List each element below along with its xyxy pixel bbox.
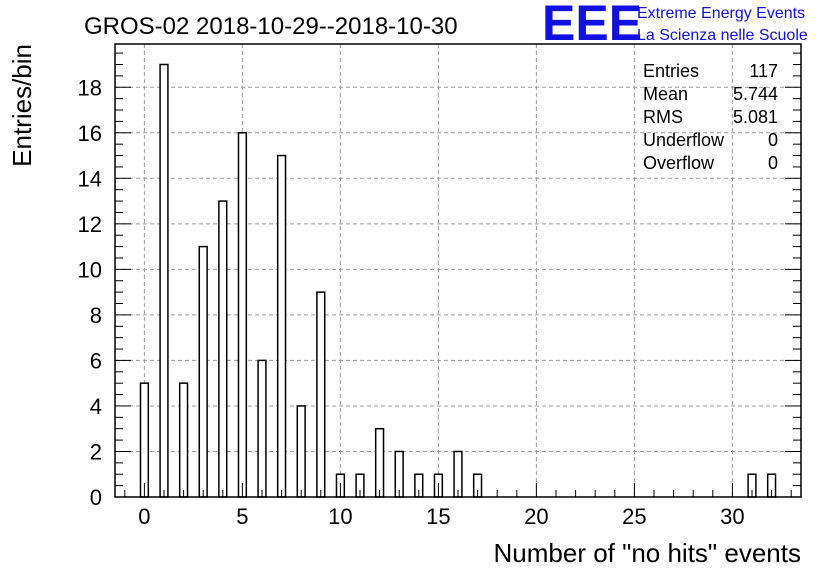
- histogram-bar: [159, 63, 169, 498]
- histogram-bar: [257, 359, 267, 498]
- stats-box: Entries 117 Mean 5.744 RMS 5.081 Underflow 0 Ove…: [643, 61, 778, 173]
- stat-label: Entries: [643, 61, 699, 81]
- x-tick-label: 25: [622, 504, 646, 529]
- y-axis-label: Entries/bin: [7, 44, 37, 167]
- grid-lines: [115, 44, 801, 497]
- stat-value: 0: [768, 130, 778, 150]
- stat-label: Underflow: [643, 130, 725, 150]
- y-axis-ticks: 0 2 4 6 8 10 12 14 16 18: [78, 52, 801, 510]
- logo-line-2: La Scienza nelle Scuole: [637, 27, 808, 44]
- x-tick-label: 0: [138, 504, 150, 529]
- x-axis-label: Number of "no hits" events: [494, 538, 802, 568]
- histogram-bar: [218, 200, 228, 498]
- histogram-bar: [296, 405, 306, 498]
- stat-label: Mean: [643, 84, 688, 104]
- logo-line-1: Extreme Energy Events: [637, 5, 805, 22]
- histogram-bar: [139, 382, 150, 498]
- y-tick-label: 14: [78, 166, 102, 191]
- y-tick-label: 18: [78, 75, 102, 100]
- y-tick-label: 8: [90, 303, 102, 328]
- logo-mark: EEE: [542, 0, 642, 51]
- x-tick-label: 20: [524, 504, 548, 529]
- chart-title: GROS-02 2018-10-29--2018-10-30: [84, 13, 458, 40]
- stat-label: Overflow: [643, 153, 715, 173]
- histogram-bar: [198, 245, 208, 498]
- stat-value: 117: [749, 61, 778, 81]
- histogram-bar: [374, 427, 385, 498]
- y-tick-label: 2: [90, 439, 102, 464]
- y-tick-label: 10: [78, 257, 102, 282]
- x-tick-label: 5: [236, 504, 248, 529]
- histogram-bar: [276, 154, 287, 498]
- stat-label: RMS: [643, 107, 683, 127]
- x-tick-label: 30: [720, 504, 744, 529]
- stat-value: 5.744: [733, 84, 778, 104]
- stat-value: 0: [768, 153, 778, 173]
- eee-logo: EEE Extreme Energy Events La Scienza nel…: [542, 0, 808, 51]
- y-tick-label: 0: [90, 485, 102, 510]
- x-tick-label: 10: [328, 504, 352, 529]
- plot-frame: [114, 43, 802, 498]
- histogram-bar: [237, 132, 248, 498]
- y-tick-label: 6: [90, 348, 102, 373]
- histogram-bar: [178, 382, 189, 498]
- y-tick-label: 12: [78, 212, 102, 237]
- x-axis-ticks: 0 5 10 15 20 25 30: [124, 483, 792, 529]
- stat-value: 5.081: [733, 107, 778, 127]
- y-tick-label: 4: [90, 394, 102, 419]
- x-tick-label: 15: [426, 504, 450, 529]
- histogram-bar: [316, 291, 326, 498]
- y-tick-label: 16: [78, 121, 102, 146]
